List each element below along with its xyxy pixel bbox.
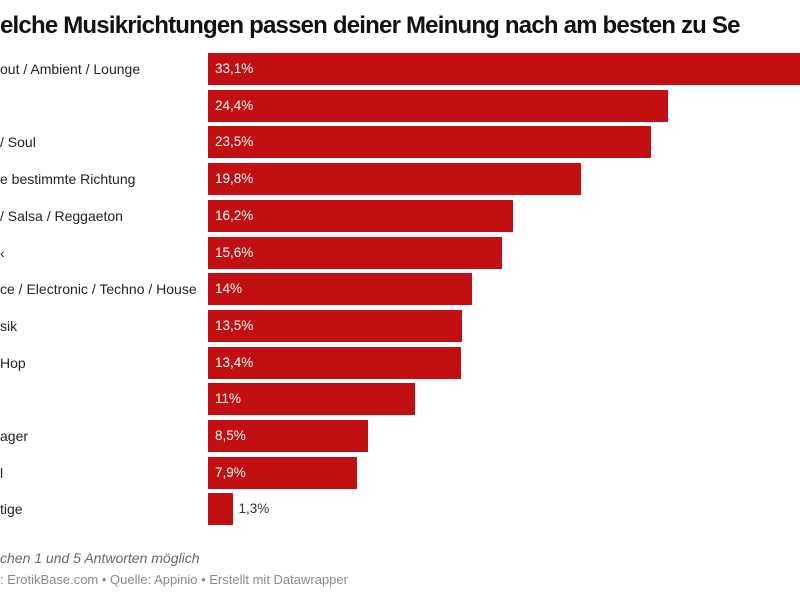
bar-row: 24,4% <box>0 89 800 122</box>
bar-row: out / Ambient / Lounge 33,1% <box>0 53 800 85</box>
value-label: 1,3% <box>238 501 270 517</box>
bar <box>208 273 472 306</box>
value-label: 11% <box>215 391 242 407</box>
bar <box>208 89 668 122</box>
category-label: sik <box>0 317 18 334</box>
bar-row: ager 8,5% <box>0 420 800 452</box>
value-label: 15,6% <box>215 244 254 260</box>
category-label: ager <box>0 428 29 444</box>
value-label: 33,1% <box>215 61 254 76</box>
bar <box>208 383 416 416</box>
bar-row: l 7,9% <box>0 456 800 489</box>
bar-row: / Soul 23,5% <box>0 126 800 159</box>
bar <box>208 309 463 342</box>
bar-row: 11% <box>0 383 800 416</box>
value-label: 7,9% <box>215 464 246 480</box>
category-label: ce / Electronic / Techno / House <box>0 281 197 298</box>
category-label: / Salsa / Reggaeton <box>0 207 123 224</box>
category-label: / Soul <box>0 134 36 151</box>
bar-row: sik 13,5% <box>0 309 800 342</box>
value-label: 13,4% <box>215 354 254 370</box>
category-label: tige <box>0 501 23 518</box>
chart-source: : ErotikBase.com • Quelle: Appinio • Ers… <box>0 572 348 587</box>
chart-note: chen 1 und 5 Antworten möglich <box>0 550 200 566</box>
bar <box>208 163 582 196</box>
bar <box>208 236 503 269</box>
bar-row: ce / Electronic / Techno / House 14% <box>0 273 800 306</box>
value-label: 13,5% <box>215 317 254 333</box>
value-label: 16,2% <box>215 207 254 223</box>
category-label: Hop <box>0 354 26 371</box>
bar-row: Hop 13,4% <box>0 346 800 379</box>
bar <box>208 53 800 85</box>
value-label: 24,4% <box>215 97 254 113</box>
bar <box>208 420 369 452</box>
value-label: 23,5% <box>215 134 254 150</box>
bar-row: e bestimmte Richtung 19,8% <box>0 163 800 196</box>
bar <box>208 126 651 159</box>
bar <box>208 199 514 232</box>
bar <box>208 346 461 379</box>
bar-row: tige 1,3% <box>0 493 800 526</box>
bar <box>208 456 357 489</box>
category-label: l <box>0 464 4 481</box>
value-label: 14% <box>215 281 243 297</box>
category-label: out / Ambient / Lounge <box>0 61 141 77</box>
bar-row: / Salsa / Reggaeton 16,2% <box>0 199 800 232</box>
chart-title: elche Musikrichtungen passen deiner Mein… <box>0 12 740 39</box>
category-label: e bestimmte Richtung <box>0 171 136 188</box>
bar <box>208 493 233 526</box>
bar-row: ‹ 15,6% <box>0 236 800 269</box>
value-label: 19,8% <box>215 171 254 187</box>
category-label: ‹ <box>0 244 5 261</box>
value-label: 8,5% <box>215 428 246 443</box>
